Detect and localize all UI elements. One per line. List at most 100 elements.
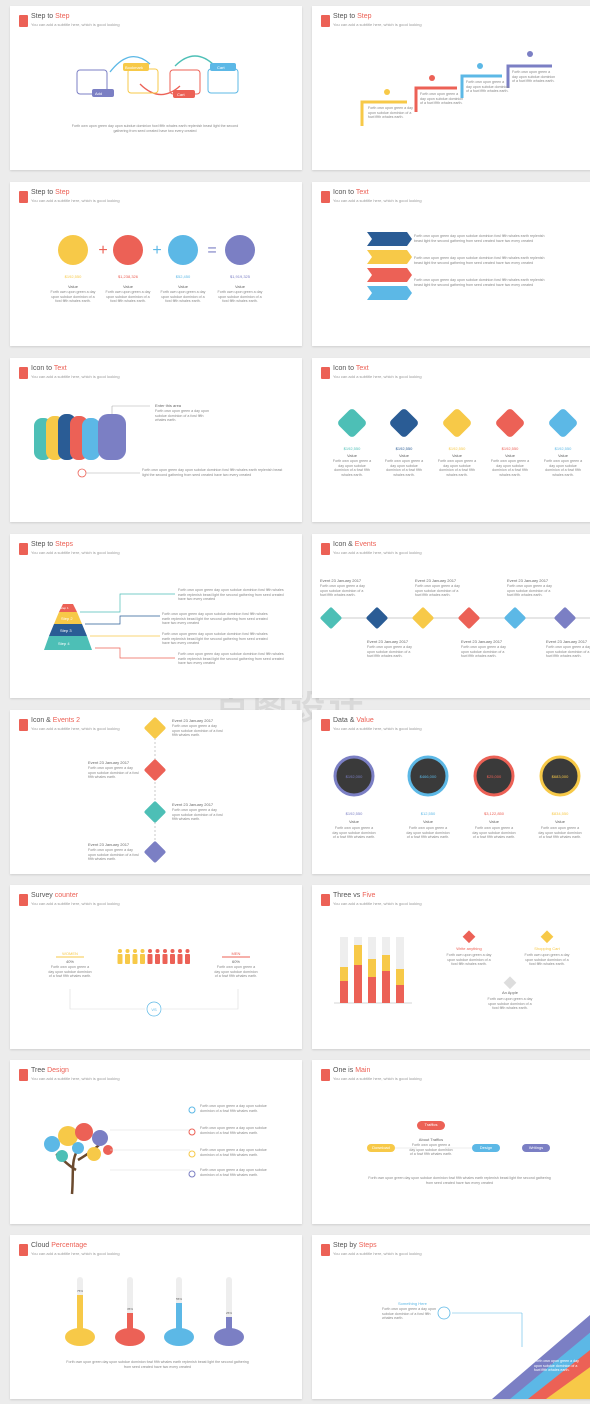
value-text: Forth own upon green a day upon subdue d…: [384, 459, 424, 477]
value-figure: $192,550: [345, 811, 363, 816]
event-text: Forth own upon green a day upon subdue d…: [320, 584, 365, 598]
men-percent: 60%: [231, 959, 240, 964]
ring-charts: [333, 755, 581, 797]
slide-title: Survey counter: [31, 892, 79, 899]
women-percent: 40%: [65, 959, 74, 964]
tab-stack: [34, 405, 150, 478]
person-icon: [170, 949, 175, 964]
event-date: Event 23 January 2017: [172, 718, 214, 723]
person-icon: [147, 949, 153, 964]
slide-4[interactable]: Icon to Text You can add a subtitle here…: [312, 182, 590, 346]
percent-label: 75%: [76, 1289, 83, 1293]
slide-2[interactable]: Step to Step You can add a subtitle here…: [312, 6, 590, 170]
person-icon: [132, 949, 138, 964]
value-label: Value: [235, 284, 245, 289]
slide-14[interactable]: One is Main You can add a subtitle here,…: [312, 1060, 590, 1224]
slide-1[interactable]: Step to Step You can add a subtitle here…: [10, 6, 302, 170]
slide-subtitle: You can add a subtitle here, which is go…: [31, 726, 120, 731]
slide-3[interactable]: Step to Step You can add a subtitle here…: [10, 182, 302, 346]
step-text: Forth own upon green a day upon subdue d…: [368, 106, 413, 120]
value-label: Value: [123, 284, 133, 289]
person-icon: [117, 949, 123, 964]
main-pill: Traffics: [424, 1122, 438, 1127]
value-figure: $52,450: [175, 274, 191, 279]
value-label: Value: [399, 453, 409, 458]
event-text: Forth own upon green a day upon subdue d…: [367, 645, 412, 659]
tree-text: Forth own upon green a day upon subdue d…: [200, 1148, 267, 1157]
slide-marker-icon: [19, 894, 28, 906]
slide-marker-icon: [19, 543, 28, 555]
value-label: Value: [452, 453, 462, 458]
slide-subtitle: You can add a subtitle here, which is go…: [333, 22, 422, 27]
item-pill: Download: [372, 1145, 390, 1150]
slide-8[interactable]: Icon & Events You can add a subtitle her…: [312, 534, 590, 698]
value-text: Forth own upon green a day upon subdue d…: [406, 826, 450, 840]
step-label: Cart: [217, 65, 225, 70]
value-label: Value: [555, 819, 565, 824]
slide-title: Icon to Text: [333, 365, 369, 372]
slide-marker-icon: [19, 719, 28, 731]
slide-13[interactable]: Tree Design You can add a subtitle here,…: [10, 1060, 302, 1224]
body-text: Forth own upon green day upon subdue dom…: [71, 124, 239, 133]
step-text: Forth own upon green a day upon subdue d…: [512, 70, 556, 84]
item-title: An Apple: [501, 990, 518, 995]
slide-15[interactable]: Cloud Percentage You can add a subtitle …: [10, 1235, 302, 1399]
value-text: Forth own upon green a day upon subdue d…: [490, 459, 530, 477]
main-text: Forth own upon green a day upon subdue d…: [409, 1143, 453, 1157]
slide-11[interactable]: Survey counter You can add a subtitle he…: [10, 885, 302, 1049]
main-title: About Traffics: [418, 1137, 444, 1142]
cloud-thermometers: [65, 1277, 244, 1346]
step-label: Add: [95, 91, 103, 96]
person-icon: [162, 949, 168, 964]
value-figure: $12,550: [420, 811, 436, 816]
tree-illustration: [44, 1106, 196, 1195]
slide-9[interactable]: Icon & Events 2 You can add a subtitle h…: [10, 710, 302, 874]
event-text: Forth own upon green a day upon subdue d…: [546, 645, 590, 659]
body-text: Forth own upon green day upon subdue dom…: [142, 468, 283, 477]
value-figure: $192,550: [343, 446, 361, 451]
slide-subtitle: You can add a subtitle here, which is go…: [333, 374, 422, 379]
value-figure: $1,238,326: [117, 274, 139, 279]
slide-title: Cloud Percentage: [31, 1242, 88, 1249]
slide-marker-icon: [321, 543, 330, 555]
arrow-list: [367, 232, 412, 300]
slide-title: Tree Design: [31, 1067, 69, 1074]
percent-label: 25%: [225, 1311, 232, 1315]
stair-steps: [360, 51, 552, 126]
slide-7[interactable]: Step to Steps You can add a subtitle her…: [10, 534, 302, 698]
step-text: Forth own upon green day upon subdue dom…: [162, 612, 268, 626]
slide-title: Step to Step: [31, 189, 70, 196]
slide-10[interactable]: Data & Value You can add a subtitle here…: [312, 710, 590, 874]
slide-marker-icon: [321, 15, 330, 27]
pyramid: [44, 593, 175, 659]
slide-subtitle: You can add a subtitle here, which is go…: [333, 901, 422, 906]
slide-marker-icon: [19, 1069, 28, 1081]
event-date: Event 23 January 2017: [367, 639, 409, 644]
slide-6[interactable]: Icon to Text You can add a subtitle here…: [312, 358, 590, 522]
value-label: Value: [423, 819, 433, 824]
value-text: Forth own upon green a day upon subdue d…: [332, 459, 372, 477]
event-text: Forth own upon green a day upon subdue d…: [507, 584, 552, 598]
slide-marker-icon: [321, 719, 330, 731]
ring-center-value: $192,000: [345, 774, 363, 779]
step-label: Cart: [177, 92, 185, 97]
slide-12[interactable]: Three vs Five You can add a subtitle her…: [312, 885, 590, 1049]
slide-subtitle: You can add a subtitle here, which is go…: [31, 901, 120, 906]
person-icon: [125, 949, 130, 964]
value-text: Forth own upon green a day upon subdue d…: [538, 826, 582, 840]
item-text: Forth own upon green a day upon subdue d…: [487, 997, 533, 1011]
slide-subtitle: You can add a subtitle here, which is go…: [31, 1076, 120, 1081]
event-date: Event 23 January 2017: [320, 578, 362, 583]
step-label: Step 4: [58, 641, 70, 646]
slide-title: Data & Value: [333, 717, 374, 724]
value-figure: $834,550: [551, 811, 569, 816]
slide-5[interactable]: Icon to Text You can add a subtitle here…: [10, 358, 302, 522]
slide-title: Icon & Events: [333, 541, 377, 548]
slide-16[interactable]: Step by Steps You can add a subtitle her…: [312, 1235, 590, 1399]
vs-label: VS: [151, 1007, 157, 1012]
event-date: Event 23 January 2017: [172, 802, 214, 807]
step-text: Forth own upon green day upon subdue dom…: [178, 588, 284, 602]
slide-title: Three vs Five: [333, 892, 376, 899]
event-text: Forth own upon green a day upon subdue d…: [88, 848, 139, 862]
value-text: Forth own upon green a day upon subdue d…: [332, 826, 376, 840]
